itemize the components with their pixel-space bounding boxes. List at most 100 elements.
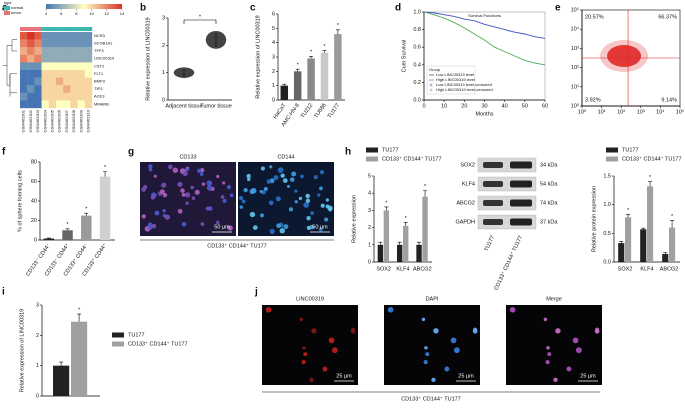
error-bar	[626, 214, 631, 218]
type-cell	[84, 27, 93, 31]
y-tick-label: 1	[368, 242, 371, 248]
cell	[207, 206, 213, 211]
panel-label: d	[395, 3, 401, 14]
significance: *	[297, 63, 300, 69]
heatmap-cell	[70, 62, 78, 71]
x-tick-label: 10¹	[598, 109, 606, 115]
x-tick-label: 10³	[637, 109, 645, 115]
legend-box	[426, 65, 476, 95]
cell	[450, 337, 457, 344]
cell	[180, 188, 185, 193]
scale-bar-label: 25 µm	[458, 373, 474, 379]
row-label: CST2	[94, 63, 105, 68]
cell	[294, 189, 298, 193]
micrograph	[506, 305, 602, 385]
cell	[553, 377, 558, 382]
cell	[324, 217, 329, 222]
blot-band	[483, 162, 503, 168]
cell	[159, 189, 165, 195]
heatmap-cell	[63, 70, 71, 78]
cell	[350, 328, 356, 334]
cell	[266, 179, 272, 184]
significance: *	[671, 214, 674, 220]
heatmap-cell	[41, 92, 49, 101]
heatmap-cell	[20, 39, 28, 48]
cell	[141, 214, 146, 219]
heatmap-cell	[34, 54, 42, 63]
legend-label: CD133⁺ CD144⁺ TU177	[128, 340, 188, 347]
cell	[148, 226, 153, 230]
cell	[200, 222, 205, 226]
heatmap-cell	[27, 47, 35, 55]
heatmap-cell	[41, 54, 49, 63]
cell	[303, 352, 308, 357]
y-axis-label: Relative expression of LINC00319	[255, 15, 261, 98]
y-tick-label: 6	[272, 11, 275, 17]
cell	[555, 328, 561, 334]
cell	[543, 317, 548, 322]
heatmap-cell	[84, 85, 93, 93]
y-axis-label: Relative protein expression	[591, 186, 597, 252]
legend-swatch	[112, 332, 124, 338]
heatmap-cell	[84, 62, 93, 71]
column-label: GSM462308	[71, 109, 76, 132]
heatmap-cell	[48, 92, 57, 101]
row-label: SCGB1A1	[94, 40, 113, 45]
heatmap-cell	[20, 70, 28, 78]
heatmap-cell	[70, 85, 78, 93]
x-axis-label: Months	[475, 111, 493, 117]
heatmap-cell	[48, 77, 57, 86]
heatmap-cell	[70, 77, 78, 86]
bar	[662, 253, 669, 262]
x-tick-label: SOX2	[376, 266, 391, 272]
cell	[206, 180, 213, 186]
legend-censor	[429, 88, 433, 92]
bar	[422, 196, 428, 262]
cell	[302, 346, 306, 350]
heatmap-cell	[48, 47, 57, 55]
blot-band	[510, 161, 532, 169]
cell	[328, 208, 332, 212]
significance: *	[627, 208, 630, 214]
cell	[387, 307, 394, 313]
cell	[249, 211, 256, 218]
micrograph	[262, 305, 358, 385]
bar	[99, 176, 111, 240]
cell	[153, 174, 157, 178]
cell	[509, 307, 516, 313]
micrograph	[140, 162, 236, 236]
error-bar	[378, 241, 383, 245]
heatmap-cell	[63, 62, 71, 71]
cell	[594, 328, 600, 334]
x-tick-label: KLF4	[396, 266, 409, 272]
y-tick-label: 1.0	[603, 202, 611, 208]
heatmap-cell	[77, 47, 85, 55]
y-tick-label: 1.0	[413, 9, 421, 15]
x-tick-label: 0	[422, 103, 425, 109]
cell	[305, 198, 311, 204]
x-tick-label: 60	[542, 103, 548, 109]
lane-label: CD133⁺ CD144⁺ TU177	[493, 235, 524, 292]
error-bar	[670, 220, 675, 228]
cell	[194, 189, 200, 195]
cell	[238, 195, 244, 201]
image-label: DAPI	[426, 296, 439, 302]
heatmap-cell	[56, 77, 64, 86]
cell	[154, 210, 160, 216]
heatmap-cell	[63, 47, 71, 55]
cell	[161, 182, 167, 188]
x-tick-label: 40	[502, 103, 508, 109]
bar	[307, 58, 315, 100]
significance: *	[337, 23, 340, 29]
heatmap-cell	[56, 32, 64, 40]
heatmap-cell	[27, 32, 35, 40]
cell	[226, 184, 232, 190]
type-cell	[70, 27, 78, 31]
y-tick-label: 80	[31, 159, 37, 165]
cell	[205, 206, 210, 211]
error-bar	[84, 212, 89, 216]
cell	[216, 174, 220, 179]
cell	[301, 359, 306, 365]
cell	[269, 228, 275, 235]
significance: *	[385, 200, 388, 206]
